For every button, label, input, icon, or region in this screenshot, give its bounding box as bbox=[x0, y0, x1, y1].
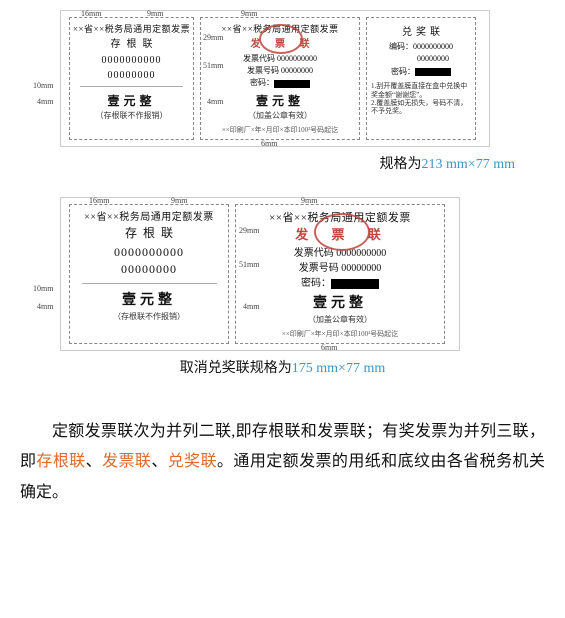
pwd-mask bbox=[331, 279, 379, 289]
dim-4mm: 4mm bbox=[37, 302, 53, 311]
prize-code2: 00000000 bbox=[417, 54, 449, 64]
invoice-amount: 壹元整 bbox=[256, 94, 304, 110]
divider bbox=[82, 283, 217, 284]
figure-2-caption: 取消兑奖联规格为175 mm×77 mm bbox=[20, 357, 545, 377]
invoice-code1: 发票代码 0000000000 bbox=[294, 247, 387, 260]
val: 00000000 bbox=[281, 66, 313, 75]
prize-pwd: 密码： bbox=[391, 67, 451, 77]
invoice-amount: 壹元整 bbox=[313, 295, 367, 313]
invoice-title: ××省××税务局通用定额发票 bbox=[221, 24, 338, 36]
prize-fine1: 1.刮开覆盖膜直接在盒中兑换中奖金额“谢谢您”。 bbox=[371, 82, 471, 99]
prize-title: 兑奖联 bbox=[402, 26, 444, 39]
invoice-foot: ××印刷厂×年×月印×本印100²号码起讫 bbox=[222, 126, 338, 135]
stub-sub: 存根联 bbox=[125, 226, 179, 242]
figure-1: 16mm 9mm 9mm 10mm 4mm 29mm 51mm 4mm 6mm … bbox=[60, 10, 490, 147]
figure-2: 16mm 9mm 9mm 10mm 4mm 29mm 51mm 4mm 6mm … bbox=[60, 197, 460, 351]
stub-note: （存根联不作报销） bbox=[96, 111, 168, 121]
invoice-code1: 发票代码 0000000000 bbox=[243, 54, 317, 64]
dim-10mm: 10mm bbox=[33, 284, 53, 293]
caption-prefix: 取消兑奖联规格为 bbox=[180, 361, 292, 376]
figure-1-row: ××省××税务局通用定额发票 存根联 0000000000 00000000 壹… bbox=[69, 17, 481, 140]
caption-value: 213 mm×77 mm bbox=[422, 157, 515, 172]
stub-code2: 00000000 bbox=[108, 69, 156, 82]
caption-value: 175 mm×77 mm bbox=[292, 361, 385, 376]
stub-amount: 壹元整 bbox=[107, 94, 155, 110]
val: 0000000000 bbox=[413, 42, 453, 51]
body-paragraph: 定额发票联次为并列二联,即存根联和发票联；有奖发票为并列三联，即存根联、发票联、… bbox=[20, 417, 545, 508]
caption-prefix: 规格为 bbox=[380, 157, 422, 172]
hl-stub: 存根联 bbox=[36, 453, 85, 470]
invoice-pwd: 密码： bbox=[250, 78, 310, 88]
panel-prize: 兑奖联 编码：0000000000 00000000 密码： 1.刮开覆盖膜直接… bbox=[366, 17, 476, 140]
lbl: 发票号码 bbox=[299, 263, 339, 274]
sep1: 、 bbox=[86, 453, 102, 470]
dim-10mm: 10mm bbox=[33, 81, 53, 90]
val: 0000000000 bbox=[336, 248, 386, 259]
pwd-mask bbox=[274, 80, 310, 88]
invoice-code2: 发票号码 00000000 bbox=[299, 262, 382, 275]
invoice-title: ××省××税务局通用定额发票 bbox=[269, 211, 411, 225]
invoice-code2: 发票号码 00000000 bbox=[247, 66, 313, 76]
prize-fine2: 2.覆盖膜如无损失，号码不清，不予兑奖。 bbox=[371, 99, 471, 116]
stub-sub: 存根联 bbox=[111, 38, 159, 51]
lbl: 编码： bbox=[389, 42, 413, 51]
divider bbox=[80, 86, 184, 87]
panel-stub: ××省××税务局通用定额发票 存根联 0000000000 00000000 壹… bbox=[69, 204, 229, 344]
lbl: 发票号码 bbox=[247, 66, 279, 75]
sep2: 、 bbox=[151, 453, 167, 470]
dim-6mm: 6mm bbox=[321, 343, 337, 352]
hl-prize: 兑奖联 bbox=[168, 453, 217, 470]
lbl: 发票代码 bbox=[294, 248, 334, 259]
val: 00000000 bbox=[341, 263, 381, 274]
stub-code1: 0000000000 bbox=[102, 54, 162, 67]
panel-stub: ××省××税务局通用定额发票 存根联 0000000000 00000000 壹… bbox=[69, 17, 194, 140]
val: 0000000000 bbox=[277, 54, 317, 63]
invoice-sub: 发 票 联 bbox=[295, 227, 391, 244]
stub-code1: 0000000000 bbox=[114, 245, 184, 261]
stub-note: （存根联不作报销） bbox=[113, 312, 185, 322]
stub-amount: 壹元整 bbox=[122, 292, 176, 310]
lbl: 发票代码 bbox=[243, 54, 275, 63]
invoice-note: （加盖公章有效） bbox=[248, 111, 312, 121]
stub-title: ××省××税务局通用定额发票 bbox=[73, 24, 190, 36]
hl-invoice: 发票联 bbox=[102, 453, 151, 470]
figure-1-caption: 规格为213 mm×77 mm bbox=[20, 153, 545, 173]
panel-invoice: ××省××税务局通用定额发票 发 票 联 发票代码 0000000000 发票号… bbox=[200, 17, 360, 140]
dim-4mm: 4mm bbox=[37, 97, 53, 106]
invoice-foot: ××印刷厂×年×月印×本印100²号码起讫 bbox=[282, 330, 398, 339]
dim-6mm: 6mm bbox=[261, 139, 277, 148]
invoice-note: （加盖公章有效） bbox=[308, 315, 372, 325]
lbl: 密码： bbox=[301, 278, 331, 289]
invoice-pwd: 密码： bbox=[301, 277, 379, 290]
stub-title: ××省××税务局通用定额发票 bbox=[84, 211, 214, 224]
invoice-sub: 发 票 联 bbox=[251, 38, 316, 51]
pwd-mask bbox=[415, 68, 451, 76]
lbl: 密码： bbox=[391, 67, 415, 76]
prize-code1: 编码：0000000000 bbox=[389, 42, 453, 52]
panel-invoice: ××省××税务局通用定额发票 发 票 联 发票代码 0000000000 发票号… bbox=[235, 204, 445, 344]
figure-2-row: ××省××税务局通用定额发票 存根联 0000000000 00000000 壹… bbox=[69, 204, 451, 344]
prize-fine: 1.刮开覆盖膜直接在盒中兑换中奖金额“谢谢您”。 2.覆盖膜如无损失，号码不清，… bbox=[371, 82, 471, 116]
stub-code2: 00000000 bbox=[121, 262, 177, 278]
lbl: 密码： bbox=[250, 78, 274, 87]
